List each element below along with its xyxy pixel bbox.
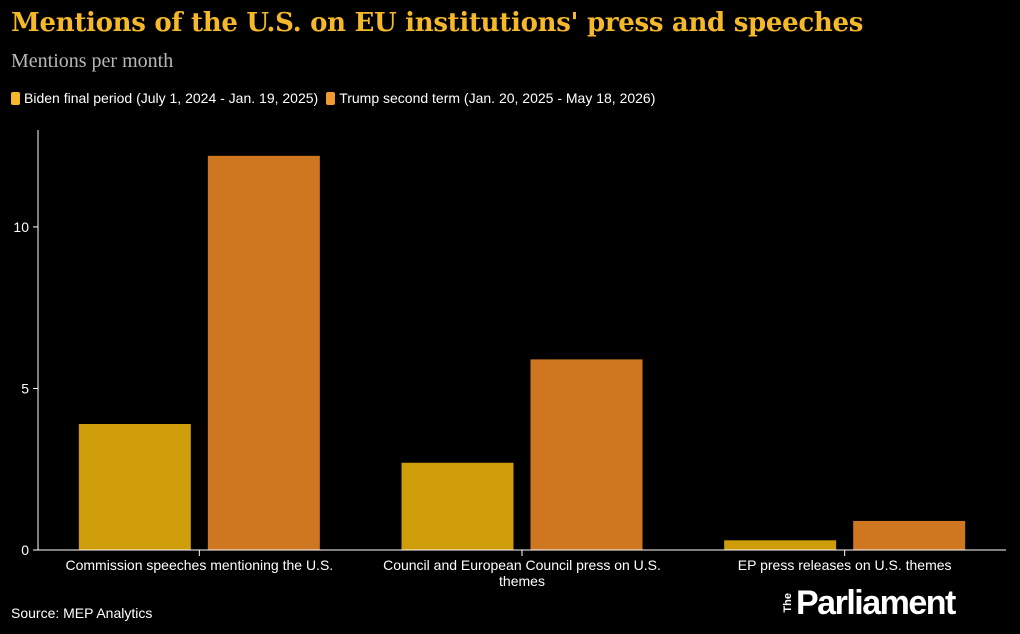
legend-item-trump: Trump second term (Jan. 20, 2025 - May 1… (326, 90, 655, 106)
y-tick-label: 0 (21, 542, 29, 558)
source-note: Source: MEP Analytics (11, 605, 153, 621)
the-parliament-logo: The Parliament (782, 584, 956, 622)
logo-name: Parliament (796, 584, 956, 622)
legend-label-trump: Trump second term (Jan. 20, 2025 - May 1… (339, 90, 656, 106)
bar-biden-3 (724, 540, 837, 550)
bar-trump-3 (853, 520, 966, 550)
bar-biden-2 (401, 462, 514, 550)
legend-label-biden: Biden final period (July 1, 2024 - Jan. … (24, 90, 319, 106)
y-tick-label: 5 (21, 380, 29, 396)
y-tick-label: 10 (13, 219, 29, 235)
x-category-label: Commission speeches mentioning the U.S. (65, 557, 333, 573)
x-category-label: Council and European Council press on U.… (383, 557, 661, 589)
bar-trump-2 (530, 359, 643, 550)
legend-swatch-biden (11, 91, 20, 105)
chart-title: Mentions of the U.S. on EU institutions'… (11, 8, 864, 38)
legend-swatch-trump (326, 91, 336, 105)
logo-prefix: The (782, 593, 794, 613)
bar-biden-1 (78, 424, 191, 550)
legend: Biden final period (July 1, 2024 - Jan. … (11, 90, 663, 106)
legend-item-biden: Biden final period (July 1, 2024 - Jan. … (11, 90, 318, 106)
x-category-label: EP press releases on U.S. themes (738, 557, 952, 573)
bar-trump-1 (207, 155, 320, 550)
chart-subtitle: Mentions per month (11, 50, 174, 72)
